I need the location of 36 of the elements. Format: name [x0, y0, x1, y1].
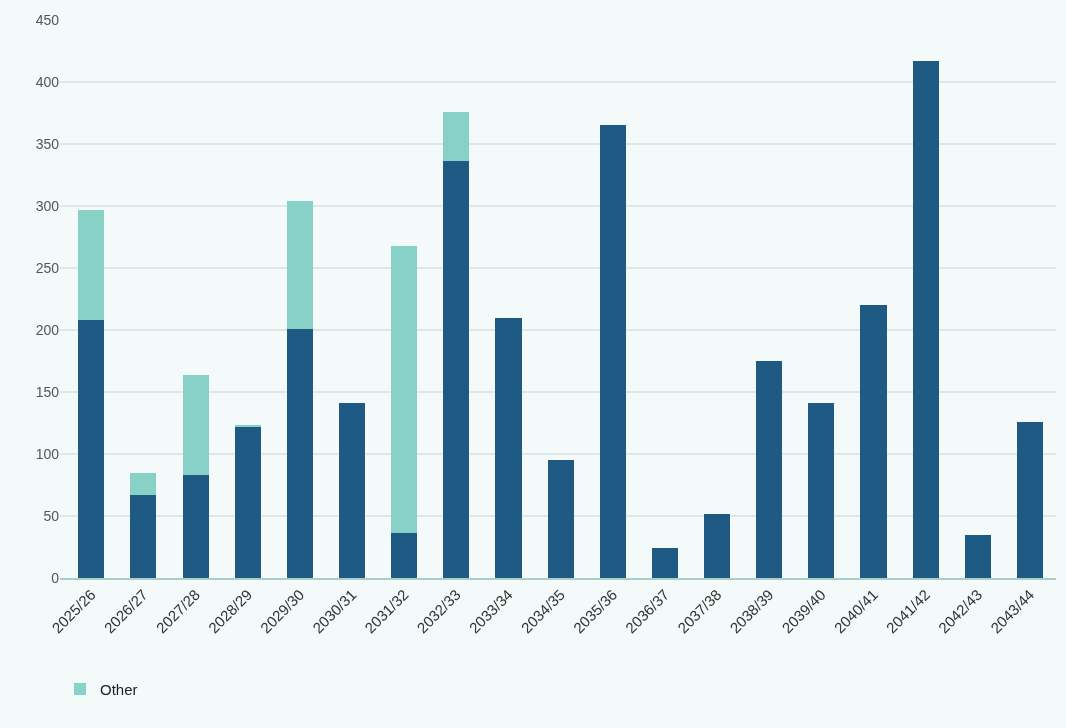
- bar: [286, 201, 313, 329]
- bar: [912, 60, 939, 578]
- y-tick-label: 350: [35, 135, 60, 152]
- y-tick-label: 150: [35, 383, 60, 400]
- bar: [443, 111, 470, 162]
- y-tick-label: 300: [35, 197, 60, 214]
- y-tick-label: 450: [35, 11, 60, 28]
- bar: [182, 374, 209, 476]
- bar: [391, 533, 418, 578]
- bar: [547, 460, 574, 578]
- bar: [808, 403, 835, 578]
- bar: [78, 209, 105, 321]
- y-tick-label: 0: [51, 569, 60, 586]
- bar: [704, 513, 731, 578]
- bar: [130, 494, 157, 578]
- bar: [286, 328, 313, 578]
- bar: [599, 125, 626, 578]
- y-tick-label: 250: [35, 259, 60, 276]
- bar: [1016, 421, 1043, 578]
- bar: [78, 320, 105, 578]
- y-tick-label: 100: [35, 445, 60, 462]
- y-tick-label: 200: [35, 321, 60, 338]
- legend-label: Other: [100, 680, 138, 698]
- y-tick-label: 50: [43, 507, 60, 524]
- bar: [756, 361, 783, 578]
- bar: [338, 403, 366, 578]
- bar: [495, 317, 522, 578]
- bar: [443, 161, 470, 578]
- bar: [182, 475, 209, 578]
- bar: [860, 305, 887, 578]
- bar: [130, 472, 157, 495]
- y-tick-label: 400: [35, 73, 60, 90]
- bar: [234, 426, 261, 578]
- bar: [964, 534, 991, 578]
- bar: [391, 245, 418, 534]
- bar: [651, 548, 678, 578]
